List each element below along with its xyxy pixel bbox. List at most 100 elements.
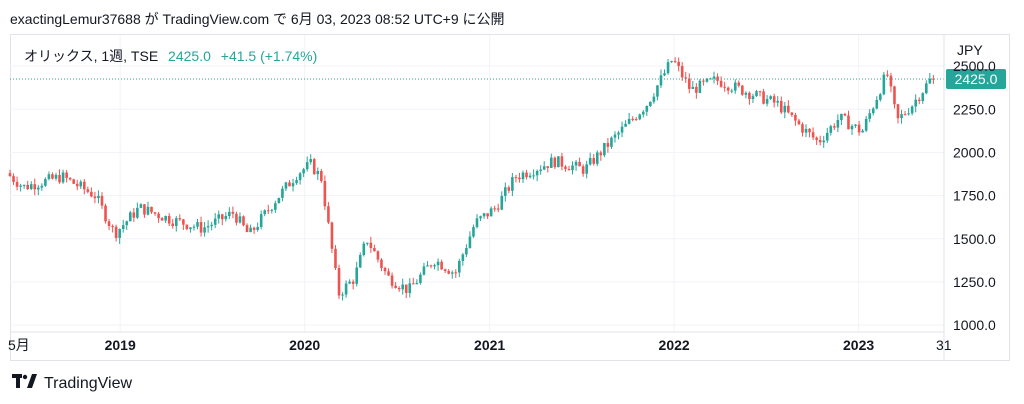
candle-body bbox=[889, 75, 893, 87]
x-tick-label: 2020 bbox=[289, 337, 320, 353]
candle-body bbox=[843, 113, 847, 116]
candle-body bbox=[932, 78, 935, 80]
candle-body bbox=[412, 283, 415, 285]
candle-body bbox=[68, 177, 72, 180]
candle-body bbox=[79, 181, 83, 187]
candle-body bbox=[178, 218, 182, 220]
candle-body bbox=[638, 114, 642, 120]
candle-body bbox=[875, 99, 879, 109]
candle-body bbox=[401, 284, 405, 290]
candle-body bbox=[861, 130, 864, 133]
footer-brand-label: TradingView bbox=[44, 374, 133, 392]
candle-body bbox=[150, 206, 153, 213]
y-tick-label: 2500.0 bbox=[953, 58, 996, 74]
candle-body bbox=[344, 283, 348, 295]
candle-body bbox=[857, 124, 861, 133]
candle-body bbox=[588, 158, 592, 165]
candle-body bbox=[100, 195, 104, 206]
candle-body bbox=[274, 203, 277, 210]
candle-body bbox=[217, 214, 221, 219]
chart-panel[interactable] bbox=[10, 34, 1010, 361]
candle-body bbox=[171, 223, 175, 226]
candle-body bbox=[436, 261, 440, 266]
candle-body bbox=[390, 275, 394, 286]
candle-body bbox=[818, 139, 822, 143]
y-tick-label: 1750.0 bbox=[953, 188, 996, 204]
price-line-layer: 2425.0 bbox=[10, 69, 1006, 90]
candle-body bbox=[910, 106, 914, 114]
candle-body bbox=[479, 216, 482, 219]
candle-body bbox=[320, 171, 323, 182]
candle-body bbox=[397, 288, 401, 290]
candle-body bbox=[797, 120, 801, 125]
candle-body bbox=[61, 172, 65, 183]
candle-body bbox=[705, 78, 709, 82]
candle-body bbox=[737, 82, 741, 86]
candle-body bbox=[603, 142, 606, 156]
candle-body bbox=[528, 175, 532, 178]
last-price: 2425.0 bbox=[168, 48, 211, 64]
candle-body bbox=[185, 224, 189, 230]
candle-body bbox=[37, 187, 40, 190]
price-change: +41.5 (+1.74%) bbox=[220, 48, 318, 64]
candle-body bbox=[263, 210, 267, 215]
candle-body bbox=[111, 226, 114, 228]
candle-body bbox=[54, 174, 58, 179]
candle-body bbox=[804, 128, 808, 133]
candle-body bbox=[298, 173, 302, 181]
candle-body bbox=[65, 172, 68, 178]
candle-body bbox=[433, 265, 436, 267]
candle-body bbox=[624, 123, 627, 127]
candle-body bbox=[387, 271, 390, 276]
candle-body bbox=[794, 114, 797, 121]
candle-body bbox=[801, 124, 804, 133]
candle-body bbox=[755, 91, 758, 97]
candle-body bbox=[330, 222, 334, 249]
candle-body bbox=[114, 226, 118, 238]
candle-body bbox=[726, 87, 730, 91]
candle-body bbox=[850, 125, 854, 130]
footer-brand[interactable]: TradingView bbox=[12, 374, 132, 393]
candle-body bbox=[373, 248, 376, 252]
candle-body bbox=[465, 247, 468, 255]
grid-layer bbox=[10, 35, 944, 332]
candle-body bbox=[595, 152, 599, 164]
y-tick-label: 1250.0 bbox=[953, 274, 996, 290]
candle-body bbox=[238, 216, 242, 223]
candle-body bbox=[231, 211, 235, 214]
candle-body bbox=[242, 216, 245, 226]
candle-body bbox=[896, 104, 900, 119]
candle-body bbox=[730, 90, 734, 92]
candle-body bbox=[128, 212, 132, 222]
candle-body bbox=[107, 221, 111, 227]
candle-body bbox=[925, 83, 928, 94]
candle-body bbox=[868, 113, 872, 119]
candle-body bbox=[571, 165, 574, 171]
candle-body bbox=[592, 158, 596, 164]
candle-body bbox=[461, 254, 465, 261]
x-tick-label: 2019 bbox=[105, 337, 136, 353]
candle-body bbox=[419, 274, 422, 283]
candle-body bbox=[284, 182, 288, 189]
y-tick-label: 1000.0 bbox=[953, 317, 996, 333]
candle-body bbox=[893, 86, 896, 105]
candle-body bbox=[72, 179, 75, 184]
candle-body bbox=[164, 215, 167, 221]
candle-body bbox=[302, 169, 305, 174]
candle-body bbox=[719, 80, 723, 87]
candle-body bbox=[355, 267, 359, 284]
candle-body bbox=[312, 159, 316, 175]
candle-body bbox=[716, 76, 719, 81]
candle-body bbox=[627, 118, 631, 124]
candle-body bbox=[610, 137, 613, 147]
last-price-badge-label: 2425.0 bbox=[955, 71, 998, 87]
publish-caption: exactingLemur37688 が TradingView.com で 6… bbox=[10, 11, 505, 27]
candle-body bbox=[825, 132, 829, 141]
candle-body bbox=[482, 213, 486, 217]
candle-body bbox=[864, 118, 868, 131]
candle-body bbox=[245, 225, 249, 233]
candle-body bbox=[564, 166, 567, 169]
candle-body bbox=[790, 112, 794, 115]
candle-body bbox=[337, 268, 341, 296]
